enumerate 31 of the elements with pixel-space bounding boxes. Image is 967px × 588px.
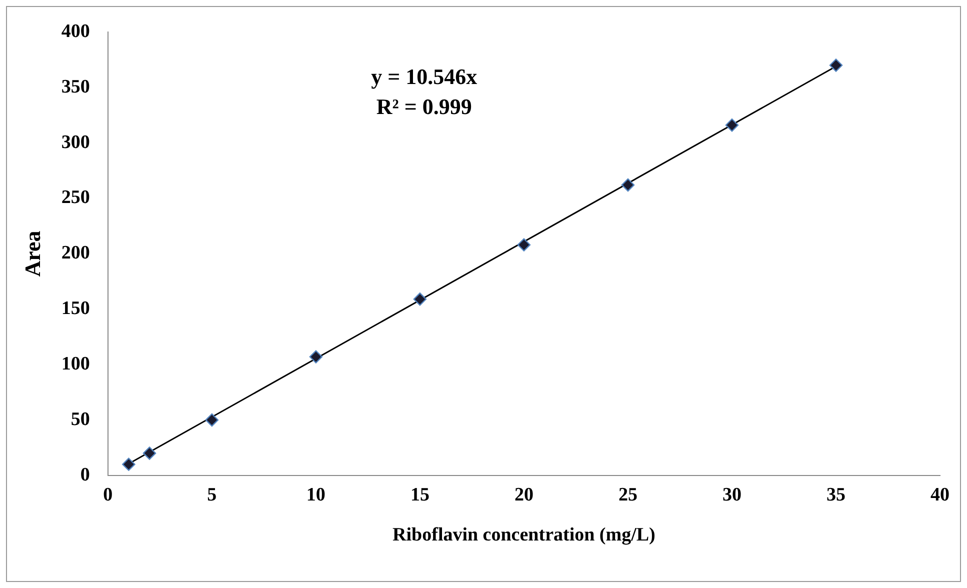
point xyxy=(142,446,156,460)
point xyxy=(413,292,427,306)
y-tick-label: 400 xyxy=(61,20,90,42)
y-tick-label: 100 xyxy=(61,353,90,374)
point xyxy=(621,178,635,192)
x-tick-label: 5 xyxy=(207,484,217,506)
point xyxy=(122,458,136,471)
x-tick-label: 0 xyxy=(103,484,113,506)
y-tick-label: 200 xyxy=(61,242,90,264)
x-tick-label: 15 xyxy=(410,484,430,506)
x-tick-label: 40 xyxy=(930,484,950,506)
x-axis-title: Riboflavin concentration (mg/L) xyxy=(392,524,656,546)
y-tick-label: 0 xyxy=(80,464,90,486)
x-tick-label: 30 xyxy=(722,484,742,506)
y-tick-label: 150 xyxy=(61,298,90,320)
point xyxy=(309,350,323,364)
x-tick-label: 10 xyxy=(306,484,326,506)
x-tick-label: 20 xyxy=(514,484,534,506)
x-tick-label: 25 xyxy=(618,484,638,506)
x-tick-label: 35 xyxy=(826,484,846,506)
annotation: y = 10.546x xyxy=(371,64,478,89)
y-tick-label: 50 xyxy=(70,408,90,430)
y-tick-label: 250 xyxy=(61,187,90,208)
point xyxy=(829,58,843,72)
y-tick-label: 300 xyxy=(61,132,90,153)
annotation: R² = 0.999 xyxy=(376,94,472,119)
point xyxy=(725,118,739,132)
point xyxy=(205,413,219,427)
y-tick-label: 350 xyxy=(61,76,90,98)
point xyxy=(517,238,531,252)
y-axis-title: Area xyxy=(20,230,45,277)
